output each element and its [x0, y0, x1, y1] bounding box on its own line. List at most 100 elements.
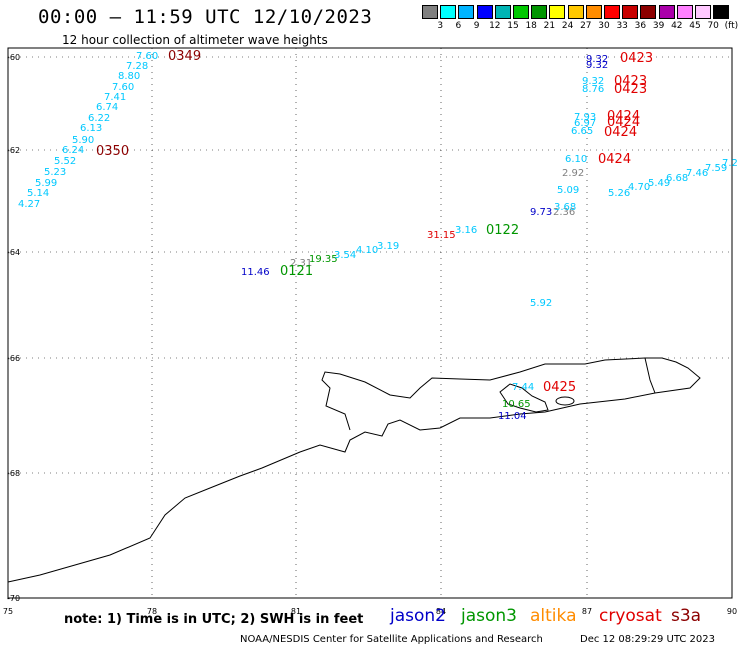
color-scale-label: 9 [473, 21, 480, 31]
swh-value-label: 2.31 [290, 258, 312, 269]
swh-value-label: 11.04 [498, 411, 527, 422]
color-scale-label: 12 [489, 21, 501, 31]
color-scale-label: 45 [689, 21, 701, 31]
swh-value-label: 6.24 [62, 145, 84, 156]
y-tick-label: -66 [7, 354, 20, 363]
swh-value-label: 5.23 [44, 167, 66, 178]
swh-value-label: 7.60 [112, 82, 134, 93]
island-outline [499, 383, 549, 413]
pass-time-label: 0122 [486, 223, 519, 238]
color-swatch [476, 5, 493, 19]
color-scale-label: 6 [455, 21, 462, 31]
y-tick-label: -70 [7, 594, 20, 603]
swh-value-label: 7.44 [512, 382, 534, 393]
color-swatch [494, 5, 511, 19]
color-swatch [531, 5, 548, 19]
x-tick-label: 84 [436, 607, 446, 616]
y-tick-label: -60 [7, 53, 20, 62]
color-scale-label: 30 [598, 21, 610, 31]
swh-value-label: 8.80 [118, 71, 140, 82]
swh-value-label: 6.13 [80, 123, 102, 134]
swh-value-label: 6.10 [565, 154, 587, 165]
color-scale-label: 42 [671, 21, 683, 31]
swh-value-label: 11.46 [241, 267, 270, 278]
color-swatch [658, 5, 675, 19]
pass-time-label: 0424 [607, 109, 640, 124]
swh-value-label: 5.99 [35, 178, 57, 189]
pass-time-label: 0423 [614, 74, 647, 89]
color-scale-label: 39 [652, 21, 665, 31]
map-frame [7, 47, 733, 599]
generated-date: Dec 12 08:29:29 UTC 2023 [580, 634, 715, 645]
satellite-legend-item: cryosat [599, 606, 662, 626]
pass-time-label: 0423 [614, 82, 647, 97]
color-scale-label: 70 [707, 21, 719, 31]
x-tick-label: 87 [582, 607, 592, 616]
color-scale-label: 33 [616, 21, 628, 31]
swh-value-label: 4.70 [628, 182, 650, 193]
swh-value-label: 4.27 [18, 199, 40, 210]
coastline [7, 357, 701, 583]
x-tick-label: 90 [727, 607, 737, 616]
x-tick-label: 75 [3, 607, 13, 616]
swh-value-label: 6.22 [88, 113, 110, 124]
swh-value-label: 6.97 [574, 118, 596, 129]
pass-time-label: 0121 [280, 264, 313, 279]
credit-text: NOAA/NESDIS Center for Satellite Applica… [240, 634, 543, 645]
swh-label-layer: 7.607.288.807.607.416.746.226.135.906.24… [18, 51, 738, 422]
map-grid: 75 78 81 84 87 90 -60 -62 -64 -66 -68 -70 [3, 47, 737, 616]
color-swatch [440, 5, 457, 19]
swh-value-label: 5.92 [530, 298, 552, 309]
swh-value-label: 31.15 [427, 230, 456, 241]
swh-value-label: 9.32 [586, 54, 608, 65]
color-swatch [622, 5, 639, 19]
pass-time-label: 0425 [543, 380, 576, 395]
satellite-legend-item: jason3 [461, 606, 517, 626]
color-swatch [567, 5, 584, 19]
satellite-legend-item: altika [530, 606, 577, 626]
swh-value-label: 7.41 [104, 92, 126, 103]
color-swatch [604, 5, 620, 19]
color-swatch [422, 5, 438, 19]
pass-time-label: 0350 [96, 144, 129, 159]
swh-value-label: 7.93 [574, 112, 596, 123]
satellite-legend-item: jason2 [390, 606, 446, 626]
swh-value-label: 3.54 [334, 250, 356, 261]
satellite-legend-item: s3a [671, 606, 702, 626]
color-scale-label: 3 [437, 21, 444, 31]
swh-value-label: 7.59 [705, 163, 727, 174]
swh-value-label: 4.10 [356, 245, 378, 256]
color-scale-label: 21 [543, 21, 556, 31]
swh-value-label: 5.52 [54, 156, 76, 167]
color-scale-label: 18 [525, 21, 537, 31]
color-swatch [640, 5, 657, 19]
swh-value-label: 6.65 [571, 126, 593, 137]
swh-value-label: 3.16 [455, 225, 477, 236]
color-scale-label: 27 [580, 21, 592, 31]
color-scale-label: 24 [561, 21, 574, 31]
y-tick-label: -64 [7, 248, 20, 257]
color-swatch [676, 5, 693, 19]
swh-value-label: 9.73 [530, 207, 552, 218]
swh-value-label: 5.49 [648, 178, 670, 189]
swh-value-label: 9.32 [586, 60, 608, 71]
swh-value-label: 5.14 [27, 188, 49, 199]
swh-value-label: 7.60 [136, 51, 158, 62]
swh-value-label: 19.35 [309, 254, 338, 265]
inner-coast [644, 357, 656, 394]
swh-value-label: 5.26 [608, 188, 630, 199]
swh-value-label: 8.76 [582, 84, 604, 95]
swh-value-label: 6.74 [96, 102, 118, 113]
color-swatch [549, 5, 566, 19]
swh-value-label: 3.68 [554, 202, 576, 213]
pass-time-label: 0423 [620, 51, 653, 66]
color-swatch [713, 5, 730, 19]
color-scale-label: (ft) [724, 21, 739, 31]
swh-value-label: 2.92 [562, 168, 584, 179]
swh-value-label: 7.28 [126, 61, 148, 72]
pass-time-label: 0424 [604, 125, 637, 140]
page-title: 00:00 – 11:59 UTC 12/10/2023 [38, 6, 373, 28]
pass-time-label: 0424 [607, 115, 640, 130]
color-swatch [585, 5, 602, 19]
